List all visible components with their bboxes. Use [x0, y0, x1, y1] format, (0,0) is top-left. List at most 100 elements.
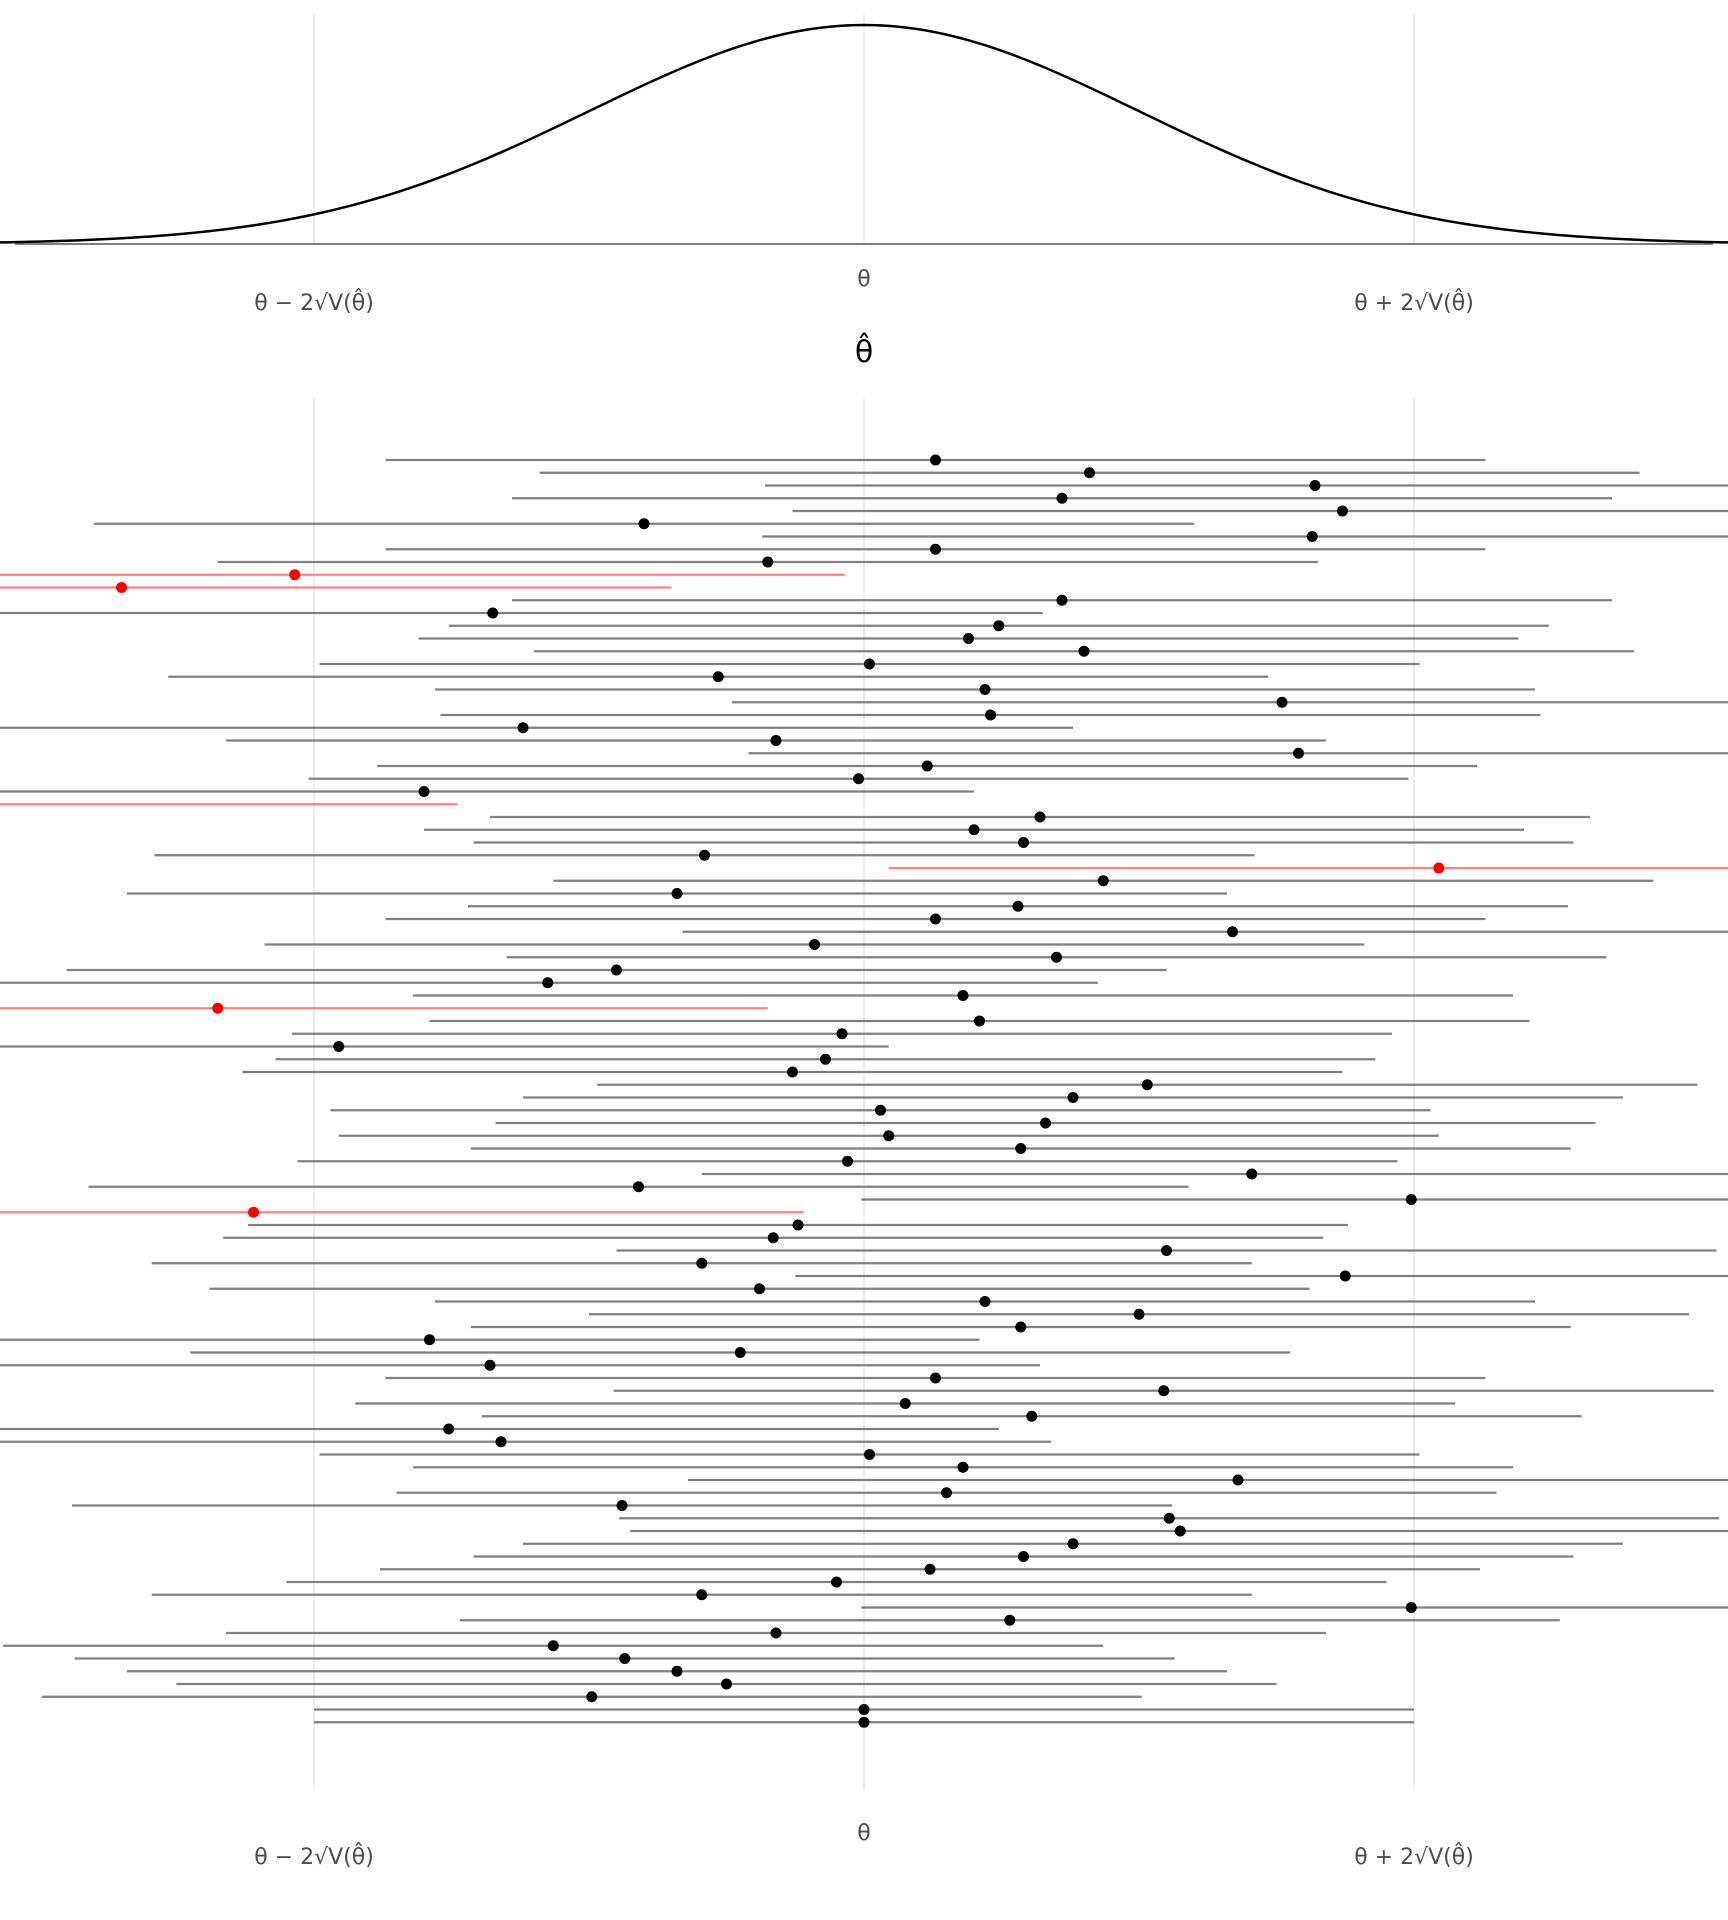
estimate-point-70	[734, 1347, 746, 1358]
estimate-point-50	[1067, 1092, 1079, 1103]
estimate-point-68	[1015, 1321, 1027, 1333]
estimate-point-99	[858, 1716, 870, 1728]
estimate-point-62	[1161, 1245, 1172, 1256]
density-panel: θ − 2√V(θ̂) θ θ + 2√V(θ̂) θ̂	[0, 14, 1728, 370]
point-estimates	[116, 454, 1445, 1728]
estimate-point-72	[930, 1372, 941, 1384]
estimate-point-55	[842, 1155, 853, 1167]
estimate-point-61	[767, 1232, 779, 1244]
density-x-tick-labels: θ − 2√V(θ̂) θ θ + 2√V(θ̂)	[254, 267, 1474, 316]
estimate-point-8	[762, 556, 774, 568]
estimate-point-33	[1097, 875, 1109, 887]
density-curve	[0, 23, 1728, 244]
estimate-point-42	[957, 990, 969, 1001]
estimate-point-82	[616, 1500, 628, 1511]
estimate-point-75	[1026, 1410, 1038, 1422]
estimate-point-15	[1078, 645, 1090, 657]
estimate-point-56	[1246, 1168, 1258, 1180]
estimate-point-3	[1056, 492, 1068, 504]
estimate-point-35	[1012, 900, 1024, 912]
estimate-point-47	[820, 1053, 831, 1065]
estimate-point-5	[638, 518, 650, 530]
estimate-point-97	[586, 1691, 598, 1703]
estimate-point-66	[979, 1296, 991, 1307]
estimate-point-2	[1309, 480, 1321, 491]
estimate-point-85	[1067, 1538, 1079, 1550]
estimate-point-71	[484, 1359, 496, 1371]
estimate-point-83	[1163, 1512, 1175, 1524]
estimate-point-94	[619, 1653, 631, 1664]
estimate-point-88	[831, 1576, 842, 1588]
intervals-x-tick-labels: θ − 2√V(θ̂) θ θ + 2√V(θ̂)	[254, 1821, 1474, 1870]
estimate-point-39	[1051, 951, 1062, 963]
estimate-point-48	[787, 1066, 798, 1078]
estimate-point-81	[941, 1487, 952, 1499]
estimate-point-31	[699, 849, 710, 861]
estimate-point-58	[1405, 1194, 1417, 1205]
estimate-point-10	[116, 582, 127, 593]
estimate-point-80	[1232, 1474, 1244, 1486]
estimate-point-87	[924, 1563, 936, 1575]
estimate-point-22	[770, 735, 782, 746]
intervals-x-tick-label-2: θ + 2√V(θ̂)	[1354, 1843, 1474, 1870]
estimate-point-69	[424, 1334, 435, 1346]
estimate-point-36	[930, 913, 941, 925]
estimate-point-57	[633, 1181, 644, 1193]
estimate-point-77	[495, 1436, 507, 1448]
estimate-point-79	[957, 1461, 969, 1473]
intervals-x-tick-label-1: θ	[857, 1821, 870, 1846]
estimate-point-44	[974, 1015, 985, 1027]
estimate-point-23	[1293, 747, 1304, 759]
estimate-point-11	[1056, 594, 1068, 606]
estimate-point-43	[212, 1002, 224, 1014]
estimate-point-38	[809, 939, 820, 950]
estimate-point-49	[1141, 1079, 1153, 1091]
estimate-point-89	[696, 1589, 708, 1601]
estimate-point-30	[1018, 837, 1029, 848]
estimate-point-4	[1337, 505, 1348, 517]
estimate-point-86	[1018, 1551, 1029, 1562]
estimate-point-37	[1227, 926, 1238, 938]
estimate-point-26	[418, 786, 430, 797]
estimate-point-96	[721, 1678, 732, 1690]
estimate-point-90	[1405, 1602, 1417, 1613]
estimate-point-52	[1040, 1117, 1051, 1129]
estimate-point-51	[875, 1104, 886, 1116]
density-x-tick-label-1: θ	[857, 267, 870, 292]
estimate-point-93	[547, 1640, 559, 1652]
estimate-point-41	[542, 977, 554, 989]
estimate-point-78	[864, 1449, 875, 1460]
estimate-point-28	[1034, 811, 1046, 823]
estimate-point-1	[1084, 467, 1095, 479]
estimate-point-20	[985, 709, 996, 721]
intervals-panel: θ − 2√V(θ̂) θ θ + 2√V(θ̂)	[0, 398, 1728, 1870]
estimate-point-67	[1133, 1308, 1145, 1320]
estimate-point-74	[899, 1398, 911, 1409]
estimate-point-73	[1158, 1385, 1170, 1397]
estimate-point-12	[487, 607, 499, 619]
estimate-point-0	[930, 454, 941, 466]
estimate-point-40	[611, 964, 622, 976]
estimate-point-7	[930, 543, 941, 555]
estimate-point-64	[1339, 1270, 1351, 1282]
estimate-point-95	[671, 1665, 683, 1677]
intervals-grid	[313, 398, 1415, 1790]
estimate-point-24	[921, 760, 933, 772]
estimate-point-34	[671, 888, 683, 899]
estimate-point-76	[443, 1423, 455, 1435]
estimate-point-16	[864, 658, 875, 670]
estimate-point-9	[289, 569, 301, 581]
estimate-point-60	[792, 1219, 804, 1231]
estimate-point-13	[993, 620, 1005, 632]
intervals-x-tick-label-0: θ − 2√V(θ̂)	[254, 1843, 374, 1870]
estimate-point-25	[853, 773, 864, 785]
estimate-point-92	[770, 1627, 782, 1639]
estimate-point-59	[248, 1206, 259, 1218]
density-x-tick-label-2: θ + 2√V(θ̂)	[1354, 289, 1474, 316]
estimate-point-65	[754, 1283, 765, 1295]
estimate-point-21	[517, 722, 529, 734]
density-x-axis-title: θ̂	[855, 332, 873, 370]
estimate-point-32	[1433, 862, 1445, 874]
estimate-point-19	[1276, 696, 1288, 708]
